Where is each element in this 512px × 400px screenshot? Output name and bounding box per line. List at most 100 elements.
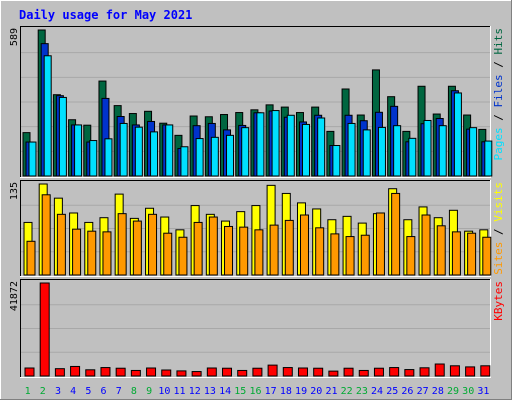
bar-pages-2 [43, 55, 52, 177]
bar-sites-8 [132, 220, 142, 276]
bar-pages-8 [134, 126, 143, 177]
x-tick-label-16: 16 [249, 386, 261, 397]
bar-kbytes-5 [85, 369, 96, 377]
bar-sites-12 [193, 221, 203, 276]
bar-sites-30 [467, 232, 477, 276]
bar-kbytes-1 [24, 367, 35, 377]
legend-label-sites: Sites [492, 242, 505, 275]
bar-pages-1 [28, 141, 37, 177]
bar-pages-22 [347, 122, 356, 177]
legend-label-pages: Pages [492, 127, 505, 160]
bar-kbytes-12 [191, 371, 202, 377]
bar-pages-31 [484, 140, 493, 177]
bar-sites-31 [482, 236, 492, 276]
x-tick-label-20: 20 [310, 386, 322, 397]
bar-pages-15 [241, 127, 250, 177]
bar-kbytes-11 [176, 370, 187, 377]
bar-pages-30 [469, 127, 478, 177]
bar-kbytes-2 [39, 282, 50, 377]
bar-kbytes-27 [419, 367, 430, 377]
bar-kbytes-15 [237, 369, 248, 377]
panel-kbytes: 41872 KBytes [9, 279, 505, 378]
bar-pages-24 [377, 126, 386, 177]
chart-title: Daily usage for May 2021 [19, 8, 192, 22]
bar-sites-13 [208, 216, 218, 276]
x-tick-label-21: 21 [325, 386, 337, 397]
bar-sites-22 [345, 236, 355, 276]
bar-pages-23 [362, 129, 371, 177]
bar-kbytes-25 [389, 367, 400, 377]
bar-kbytes-9 [146, 367, 157, 377]
bar-pages-17 [271, 110, 280, 177]
bar-sites-4 [72, 228, 82, 276]
bar-pages-19 [301, 123, 310, 177]
x-tick-label-26: 26 [401, 386, 413, 397]
bar-kbytes-20 [313, 367, 324, 377]
bar-sites-3 [56, 213, 66, 276]
bar-kbytes-3 [54, 368, 65, 377]
x-tick-label-19: 19 [295, 386, 307, 397]
bar-sites-7 [117, 213, 127, 276]
bar-sites-5 [87, 230, 97, 276]
bar-sites-16 [254, 229, 264, 276]
x-tick-label-1: 1 [25, 386, 31, 397]
bar-kbytes-18 [282, 367, 293, 377]
bar-sites-10 [163, 232, 173, 276]
bar-pages-27 [423, 119, 432, 177]
bar-pages-28 [438, 125, 447, 177]
bar-sites-21 [330, 233, 340, 276]
bar-sites-6 [102, 231, 112, 276]
bar-pages-4 [74, 124, 83, 177]
legend-kbytes: KBytes [492, 281, 505, 321]
x-tick-label-5: 5 [85, 386, 91, 397]
bar-kbytes-14 [222, 367, 233, 377]
legend-label-files: Files [492, 74, 505, 107]
bar-kbytes-17 [267, 364, 278, 377]
legend-separator: / [492, 55, 505, 75]
bar-pages-5 [89, 140, 98, 177]
bar-pages-18 [286, 114, 295, 177]
bar-pages-11 [180, 146, 189, 177]
bar-kbytes-22 [343, 367, 354, 377]
x-tick-label-29: 29 [447, 386, 459, 397]
chart-panels: 589 Pages / Files / Hits 135 Sites / Visits… [9, 26, 505, 378]
bar-pages-10 [165, 124, 174, 177]
legend-label-visits: Visits [492, 182, 505, 222]
bar-sites-18 [284, 219, 294, 276]
legend-separator: / [492, 222, 505, 242]
x-tick-label-11: 11 [174, 386, 186, 397]
bar-kbytes-4 [70, 365, 81, 377]
bar-kbytes-16 [252, 367, 263, 377]
bar-sites-11 [178, 236, 188, 276]
x-tick-label-8: 8 [131, 386, 137, 397]
bar-pages-3 [58, 96, 67, 177]
x-tick-label-23: 23 [356, 386, 368, 397]
bar-sites-27 [421, 214, 431, 276]
bar-sites-9 [148, 213, 158, 276]
legend-hits: Pages / Files / Hits [492, 28, 505, 161]
bar-sites-1 [26, 240, 36, 276]
x-tick-label-17: 17 [265, 386, 277, 397]
x-tick-label-30: 30 [462, 386, 474, 397]
bar-pages-25 [393, 125, 402, 177]
bar-kbytes-28 [434, 363, 445, 377]
x-tick-label-13: 13 [204, 386, 216, 397]
x-tick-label-27: 27 [417, 386, 429, 397]
x-tick-label-4: 4 [70, 386, 76, 397]
bar-kbytes-7 [115, 367, 126, 377]
bar-kbytes-10 [161, 369, 172, 377]
bar-kbytes-6 [100, 367, 111, 377]
bar-pages-9 [150, 131, 159, 177]
bar-pages-16 [256, 112, 265, 177]
x-tick-label-10: 10 [158, 386, 170, 397]
bar-sites-17 [269, 224, 279, 276]
legend-separator: / [492, 108, 505, 128]
x-tick-label-14: 14 [219, 386, 231, 397]
legend-visits: Sites / Visits [492, 182, 505, 275]
axis-max-label-visits: 135 [9, 182, 20, 200]
axis-max-label-hits: 589 [9, 28, 20, 46]
bar-sites-2 [41, 194, 51, 276]
x-tick-label-3: 3 [55, 386, 61, 397]
x-tick-label-24: 24 [371, 386, 383, 397]
